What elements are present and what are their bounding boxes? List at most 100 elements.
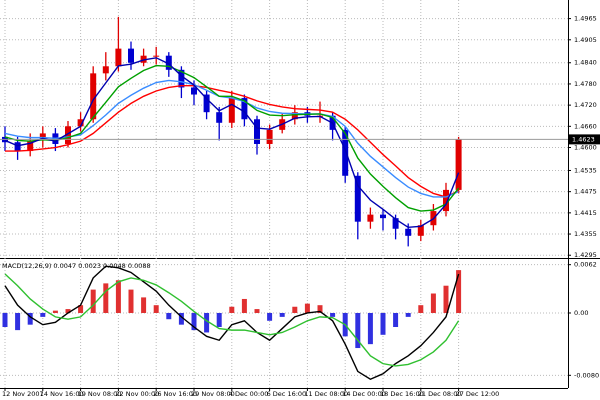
candle-body [90,73,97,120]
current-price-box [569,134,600,145]
current-price-label: 1.4623 [572,135,595,143]
y-tick-label: 1.4415 [574,209,597,217]
x-tick-label: 14 Nov 16:00 [40,390,84,398]
histogram-bar [90,289,96,313]
x-tick-label: 26 Nov 16:00 [153,390,197,398]
x-tick-label: 11 Dec 08:00 [304,390,348,398]
candle-body [39,133,46,141]
candle-body [241,98,248,120]
x-tick-label: 4 Dec 00:00 [229,390,269,398]
candle-body [405,228,412,236]
x-tick-label: 27 Dec 12:00 [456,390,500,398]
x-tick-label: 19 Nov 08:00 [78,390,122,398]
histogram-bar [418,305,424,313]
candle-body [27,140,34,152]
candle-body [254,119,260,144]
histogram-bar [267,312,273,321]
histogram-bar [65,309,71,313]
histogram-bar [254,309,260,313]
histogram-bar [178,312,184,325]
candle-body [291,112,298,120]
histogram-bar [216,312,222,328]
candle-body [14,142,21,152]
macd-line [4,273,460,367]
y-tick-label: 1.4295 [574,251,597,259]
histogram-bar [279,312,285,317]
histogram-bar [40,312,46,317]
candle-body [65,126,71,144]
candle-body [367,214,374,222]
histogram-bar [229,306,235,313]
histogram-bar [304,303,310,313]
candle-body [354,175,361,222]
macd-line [4,265,460,380]
candle-body [228,98,235,123]
histogram-bar [128,289,134,313]
histogram-bar [15,312,21,331]
histogram-bar [367,312,373,345]
histogram-bar [292,306,298,313]
histogram-bar [78,305,84,313]
y-tick-label: 1.4780 [574,80,597,88]
x-tick-label: 12 Nov 2007 [2,390,44,398]
histogram-bar [430,293,436,313]
x-tick-label: 22 Nov 00:00 [115,390,159,398]
x-tick-label: 6 Dec 16:00 [267,390,307,398]
moving-average [4,57,460,229]
histogram-bar [330,312,336,317]
candle-body [128,48,134,63]
histogram-bar [115,280,121,313]
histogram-bar [52,310,58,313]
histogram-bar [191,312,197,331]
x-tick-label: 14 Dec 00:00 [342,390,386,398]
y-tick-label: 1.4720 [574,101,597,109]
y-tick-label: 1.4355 [574,230,597,238]
y-tick-label: 1.4660 [574,122,597,130]
y-tick-label: 1.4905 [574,36,597,44]
macd-title: MACD(12,26,9) 0.0047 0.0023 0.0048 0.008… [2,262,151,270]
y-tick-label: 1.4600 [574,144,597,152]
histogram-bar [141,297,147,313]
candle-body [216,112,223,123]
moving-average [4,79,459,198]
histogram-bar [393,312,399,328]
candle-body [443,189,449,212]
x-tick-label: 21 Dec 08:00 [418,390,462,398]
histogram-bar [355,312,361,349]
y-tick-label: 0.00 [574,309,588,317]
candle-body [380,214,386,219]
candle-body [191,87,197,95]
histogram-bar [166,312,172,320]
histogram-bar [204,312,210,333]
moving-average [4,64,460,212]
candle-body [455,139,462,190]
moving-average [5,85,459,198]
y-tick-label: 1.4475 [574,188,597,196]
y-tick-label: 1.4840 [574,59,597,67]
histogram-bar [2,312,8,328]
histogram-bar [380,312,386,335]
histogram-bar [153,305,159,313]
x-tick-label: 29 Nov 08:00 [191,390,235,398]
candle-body [266,129,273,144]
y-tick-label: -0.0080 [574,371,599,379]
candle-body [102,66,109,74]
y-tick-label: 0.0062 [574,261,597,269]
histogram-bar [27,312,33,325]
candle-body [203,94,210,113]
histogram-bar [443,285,449,313]
candle-body [153,55,160,57]
candle-body [165,55,172,70]
histogram-bar [317,305,323,313]
histogram-bar [241,298,247,313]
x-tick-label: 18 Dec 16:00 [380,390,424,398]
candle-body [77,119,84,127]
histogram-bar [405,312,411,317]
candle-body [115,48,122,67]
candle-body [178,69,185,88]
y-tick-label: 1.4965 [574,15,597,23]
y-tick-label: 1.4535 [574,166,597,174]
candle-body [417,225,424,236]
